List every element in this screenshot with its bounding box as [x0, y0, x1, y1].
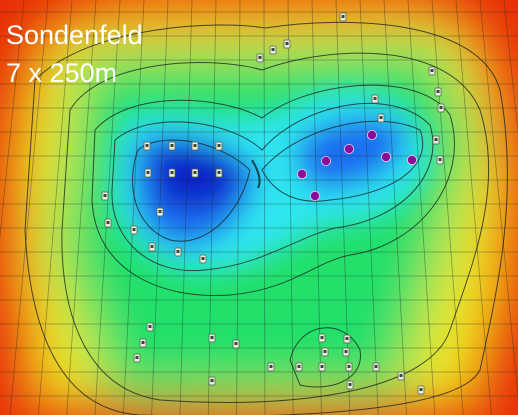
sensor-probe-icon — [318, 362, 326, 372]
sensor-probe-icon — [133, 353, 141, 363]
grid-column-line — [37, 0, 73, 415]
grid-column-line — [207, 0, 217, 415]
title-block: Sondenfeld 7 x 250m — [6, 20, 143, 88]
sensor-probe-icon — [345, 362, 353, 372]
sensor-probe-icon — [208, 333, 216, 343]
contour-center-pinch — [251, 159, 261, 189]
grid-column-line — [431, 0, 464, 415]
sensor-probe-icon — [321, 347, 329, 357]
active-probe-icon — [406, 154, 417, 165]
active-probe-icon — [366, 129, 377, 140]
active-probe-icon — [296, 168, 307, 179]
contour-inner — [132, 139, 251, 242]
grid-column-line — [359, 0, 379, 415]
contour-lines — [24, 21, 508, 415]
sensor-probe-icon — [371, 94, 379, 104]
grid-column-line — [0, 0, 25, 240]
sensor-probe-icon — [148, 242, 156, 252]
active-probe-icon — [309, 190, 320, 201]
contour-south-bump — [289, 327, 361, 388]
sensor-probe-icon — [146, 322, 154, 332]
active-probe-icon — [380, 151, 391, 162]
grid-column-line — [503, 0, 518, 136]
sensor-probe-icon — [143, 141, 151, 151]
sensor-probe-icon — [283, 39, 291, 49]
grid-column-line — [383, 0, 407, 415]
sensor-probe-icon — [343, 334, 351, 344]
sensor-probe-icon — [208, 376, 216, 386]
sensor-probe-icon — [156, 207, 164, 217]
sensor-probe-icon — [139, 338, 147, 348]
title-spec: 7 x 250m — [6, 58, 117, 88]
sensor-probe-icon — [397, 371, 405, 381]
sensor-probe-icon — [199, 254, 207, 264]
grid-column-line — [311, 0, 322, 415]
sensor-probe-icon — [215, 141, 223, 151]
contour-mid — [91, 84, 455, 297]
probe-markers — [101, 12, 445, 395]
contour-outer — [61, 52, 490, 403]
sensor-probe-icon — [104, 218, 112, 228]
sensor-probe-icon — [256, 53, 264, 63]
sensor-probe-icon — [428, 66, 436, 76]
sensor-probe-icon — [339, 12, 347, 22]
sensor-probe-icon — [168, 141, 176, 151]
grid-column-line — [66, 0, 97, 415]
sensor-probe-icon — [295, 362, 303, 372]
sensor-probe-icon — [434, 87, 442, 97]
grid-column-line — [335, 0, 351, 415]
sensor-probe-icon — [144, 168, 152, 178]
sensor-probe-icon — [342, 347, 350, 357]
sensor-probe-icon — [318, 333, 326, 343]
grid-column-line — [94, 0, 121, 415]
sensor-probe-icon — [437, 103, 445, 113]
sensor-probe-icon — [101, 191, 109, 201]
sensor-probe-icon — [191, 141, 199, 151]
grid-column-line — [151, 0, 169, 415]
grid-column-line — [479, 0, 518, 401]
sensor-probe-icon — [130, 225, 138, 235]
contour-inner-east — [261, 120, 424, 202]
title-field: Sondenfeld — [6, 20, 143, 50]
sensor-probe-icon — [191, 168, 199, 178]
sensor-probe-icon — [377, 113, 385, 123]
grid-column-line — [9, 0, 49, 415]
contour-cool — [111, 103, 434, 272]
sensor-probe-icon — [372, 362, 380, 372]
sensor-probe-icon — [269, 45, 277, 55]
sensor-probe-icon — [232, 339, 240, 349]
sensor-probe-icon — [346, 380, 354, 390]
sensor-probe-icon — [417, 385, 425, 395]
sensor-probe-icon — [174, 247, 182, 257]
active-probe-icon — [320, 155, 331, 166]
contour-far — [24, 21, 508, 415]
sensor-probe-icon — [267, 362, 275, 372]
grid-column-line — [407, 0, 436, 415]
sensor-probe-icon — [436, 155, 444, 165]
active-probe-icon — [343, 143, 354, 154]
grid-column-line — [179, 0, 193, 415]
grid-column-line — [287, 0, 294, 415]
sensor-probe-icon — [215, 168, 223, 178]
sensor-probe-icon — [168, 168, 176, 178]
sensor-probe-icon — [432, 135, 440, 145]
